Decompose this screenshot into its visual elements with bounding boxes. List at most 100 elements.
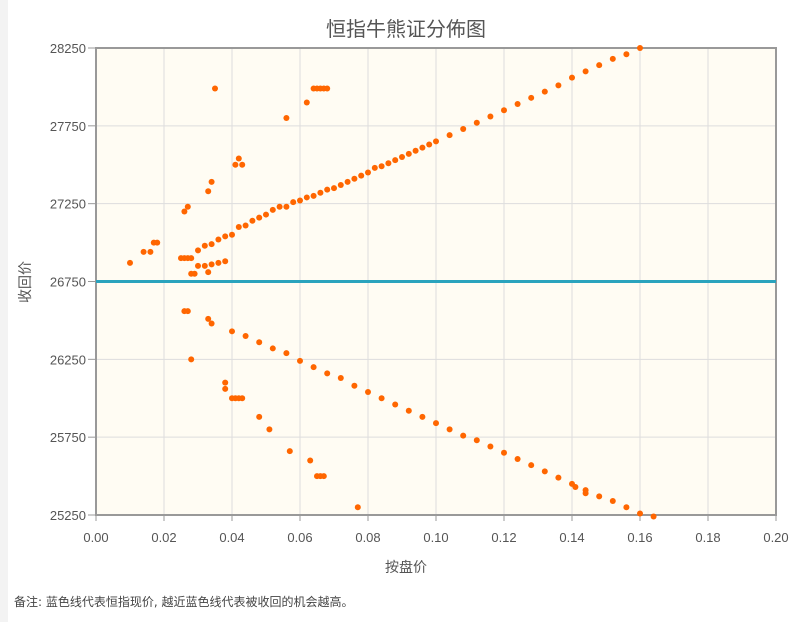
data-point[interactable] — [433, 138, 439, 145]
data-point[interactable] — [307, 457, 314, 464]
data-point[interactable] — [528, 94, 535, 101]
data-point[interactable] — [222, 258, 229, 265]
data-point[interactable] — [385, 160, 392, 167]
data-point[interactable] — [195, 262, 201, 269]
data-point[interactable] — [249, 217, 256, 224]
data-point[interactable] — [650, 513, 657, 520]
data-point[interactable] — [569, 74, 575, 81]
data-point[interactable] — [184, 308, 191, 315]
data-point[interactable] — [229, 328, 235, 335]
data-point[interactable] — [201, 242, 208, 249]
data-point[interactable] — [433, 420, 439, 427]
data-point[interactable] — [358, 172, 365, 179]
data-point[interactable] — [154, 239, 161, 246]
data-point[interactable] — [623, 504, 630, 511]
data-point[interactable] — [290, 199, 297, 206]
data-point[interactable] — [609, 497, 616, 504]
data-point[interactable] — [596, 493, 603, 500]
data-point[interactable] — [426, 141, 433, 148]
data-point[interactable] — [637, 45, 643, 51]
data-point[interactable] — [239, 395, 246, 402]
data-point[interactable] — [303, 194, 310, 201]
data-point[interactable] — [460, 432, 467, 439]
data-point[interactable] — [569, 480, 575, 487]
data-point[interactable] — [208, 320, 215, 327]
data-point[interactable] — [188, 255, 195, 262]
data-point[interactable] — [256, 413, 263, 420]
data-point[interactable] — [528, 462, 535, 469]
data-point[interactable] — [222, 379, 229, 386]
data-point[interactable] — [392, 157, 399, 164]
data-point[interactable] — [283, 350, 290, 357]
data-point[interactable] — [229, 231, 235, 238]
data-point[interactable] — [419, 413, 426, 420]
data-point[interactable] — [320, 473, 327, 480]
data-point[interactable] — [324, 370, 331, 377]
data-point[interactable] — [473, 437, 480, 444]
data-point[interactable] — [205, 269, 212, 276]
data-point[interactable] — [201, 262, 208, 269]
data-point[interactable] — [596, 62, 603, 69]
data-point[interactable] — [392, 401, 399, 408]
data-point[interactable] — [405, 407, 412, 414]
data-point[interactable] — [446, 132, 453, 139]
data-point[interactable] — [501, 107, 507, 114]
data-point[interactable] — [297, 197, 303, 204]
data-point[interactable] — [344, 178, 351, 185]
data-point[interactable] — [555, 474, 562, 481]
data-point[interactable] — [331, 185, 337, 192]
data-point[interactable] — [256, 214, 263, 221]
data-point[interactable] — [555, 82, 562, 89]
data-point[interactable] — [371, 164, 378, 171]
data-point[interactable] — [205, 315, 212, 322]
data-point[interactable] — [378, 163, 385, 170]
data-point[interactable] — [487, 443, 494, 450]
data-point[interactable] — [184, 203, 191, 210]
data-point[interactable] — [365, 389, 371, 396]
data-point[interactable] — [541, 468, 548, 475]
data-point[interactable] — [208, 261, 215, 268]
data-point[interactable] — [188, 356, 195, 363]
data-point[interactable] — [239, 161, 246, 168]
data-point[interactable] — [283, 203, 290, 210]
data-point[interactable] — [147, 248, 154, 255]
data-point[interactable] — [310, 364, 317, 371]
data-point[interactable] — [195, 247, 201, 254]
data-point[interactable] — [378, 395, 385, 402]
data-point[interactable] — [303, 99, 310, 106]
data-point[interactable] — [140, 248, 147, 255]
data-point[interactable] — [446, 426, 453, 433]
data-point[interactable] — [191, 270, 198, 277]
data-point[interactable] — [266, 426, 273, 433]
data-point[interactable] — [637, 510, 643, 517]
data-point[interactable] — [419, 144, 426, 151]
data-point[interactable] — [215, 259, 222, 266]
data-point[interactable] — [351, 175, 358, 182]
data-point[interactable] — [215, 236, 222, 243]
data-point[interactable] — [399, 153, 405, 160]
data-point[interactable] — [222, 233, 229, 240]
data-point[interactable] — [365, 169, 371, 176]
data-point[interactable] — [235, 155, 242, 162]
data-point[interactable] — [235, 224, 242, 231]
data-point[interactable] — [297, 357, 303, 364]
data-point[interactable] — [242, 332, 249, 339]
data-point[interactable] — [212, 85, 218, 92]
data-point[interactable] — [269, 206, 276, 213]
data-point[interactable] — [623, 51, 630, 58]
data-point[interactable] — [283, 115, 290, 122]
data-point[interactable] — [242, 222, 249, 229]
data-point[interactable] — [582, 68, 589, 75]
data-point[interactable] — [208, 241, 215, 248]
data-point[interactable] — [269, 345, 276, 352]
data-point[interactable] — [460, 125, 467, 132]
data-point[interactable] — [473, 119, 480, 126]
data-point[interactable] — [222, 385, 229, 392]
data-point[interactable] — [127, 259, 133, 266]
data-point[interactable] — [541, 88, 548, 95]
data-point[interactable] — [514, 455, 521, 462]
data-point[interactable] — [205, 188, 212, 195]
data-point[interactable] — [412, 147, 419, 154]
data-point[interactable] — [181, 208, 188, 215]
data-point[interactable] — [501, 449, 507, 456]
